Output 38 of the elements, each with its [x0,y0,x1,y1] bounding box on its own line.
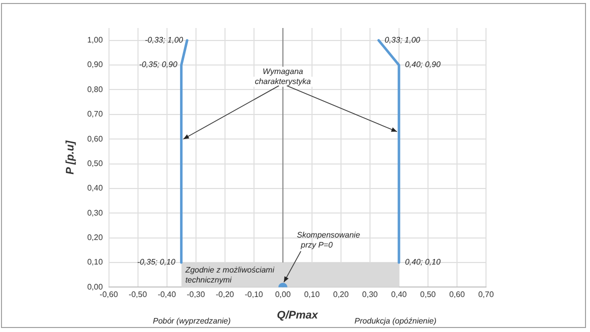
annotation: -0,33; 1,00 [144,36,184,45]
annotation: 0,33; 1,00 [384,36,421,45]
y-tick-label: 0,00 [87,282,104,292]
y-tick-label: 0,20 [87,233,104,242]
y-tick-label: 1,00 [87,36,104,45]
y-tick-label: 0,50 [87,158,104,168]
y-tick-label: 0,10 [87,258,104,267]
x-tick-label: 0,40 [391,290,408,300]
x-tick-label: 0,50 [420,290,436,300]
annotation: 0,40; 0,10 [404,258,442,267]
x-tick-label: 0,00 [275,290,292,300]
annotation: 0,40; 0,90 [404,60,442,70]
x-tick-label: -0,10 [244,290,264,300]
x-tick-label: -0,40 [158,290,176,300]
y-tick-label: 0,30 [87,208,104,218]
y-tick-label: 0,40 [87,184,104,193]
y-tick-label: 0,80 [87,84,104,94]
x-tick-label: -0,50 [128,290,148,300]
y-tick-label: 0,70 [87,110,104,119]
x-tick-label: -0,20 [216,290,235,300]
x-tick-label: -0,60 [100,290,118,300]
x-tick-label: 0,60 [449,290,466,300]
y-tick-label: 0,60 [87,134,104,144]
x-tick-label: 0,30 [362,290,378,300]
text: Produkcja (opóźnienie) [354,316,437,326]
annotation: Skompensowanie przy P=0 [296,230,361,250]
x-tick-label: 0,20 [333,290,350,300]
y-axis-title: P [p.u] [64,140,77,175]
text: Pobór (wyprzedzanie) [152,316,232,326]
annotation: -0,35; 0,10 [137,258,176,267]
x-tick-label: 0,70 [478,290,494,300]
x-axis-title: Q/Pmax [276,309,319,322]
x-tick-label: -0,30 [186,290,206,300]
x-tick-label: 0,10 [304,290,320,300]
annotation: Zgodnie z możliwościami technicznymi [184,266,274,285]
annotation: Wymagana charakterystyka [254,66,312,86]
annotation: -0,35; 0,90 [139,60,178,70]
y-tick-label: 0,90 [87,60,104,70]
